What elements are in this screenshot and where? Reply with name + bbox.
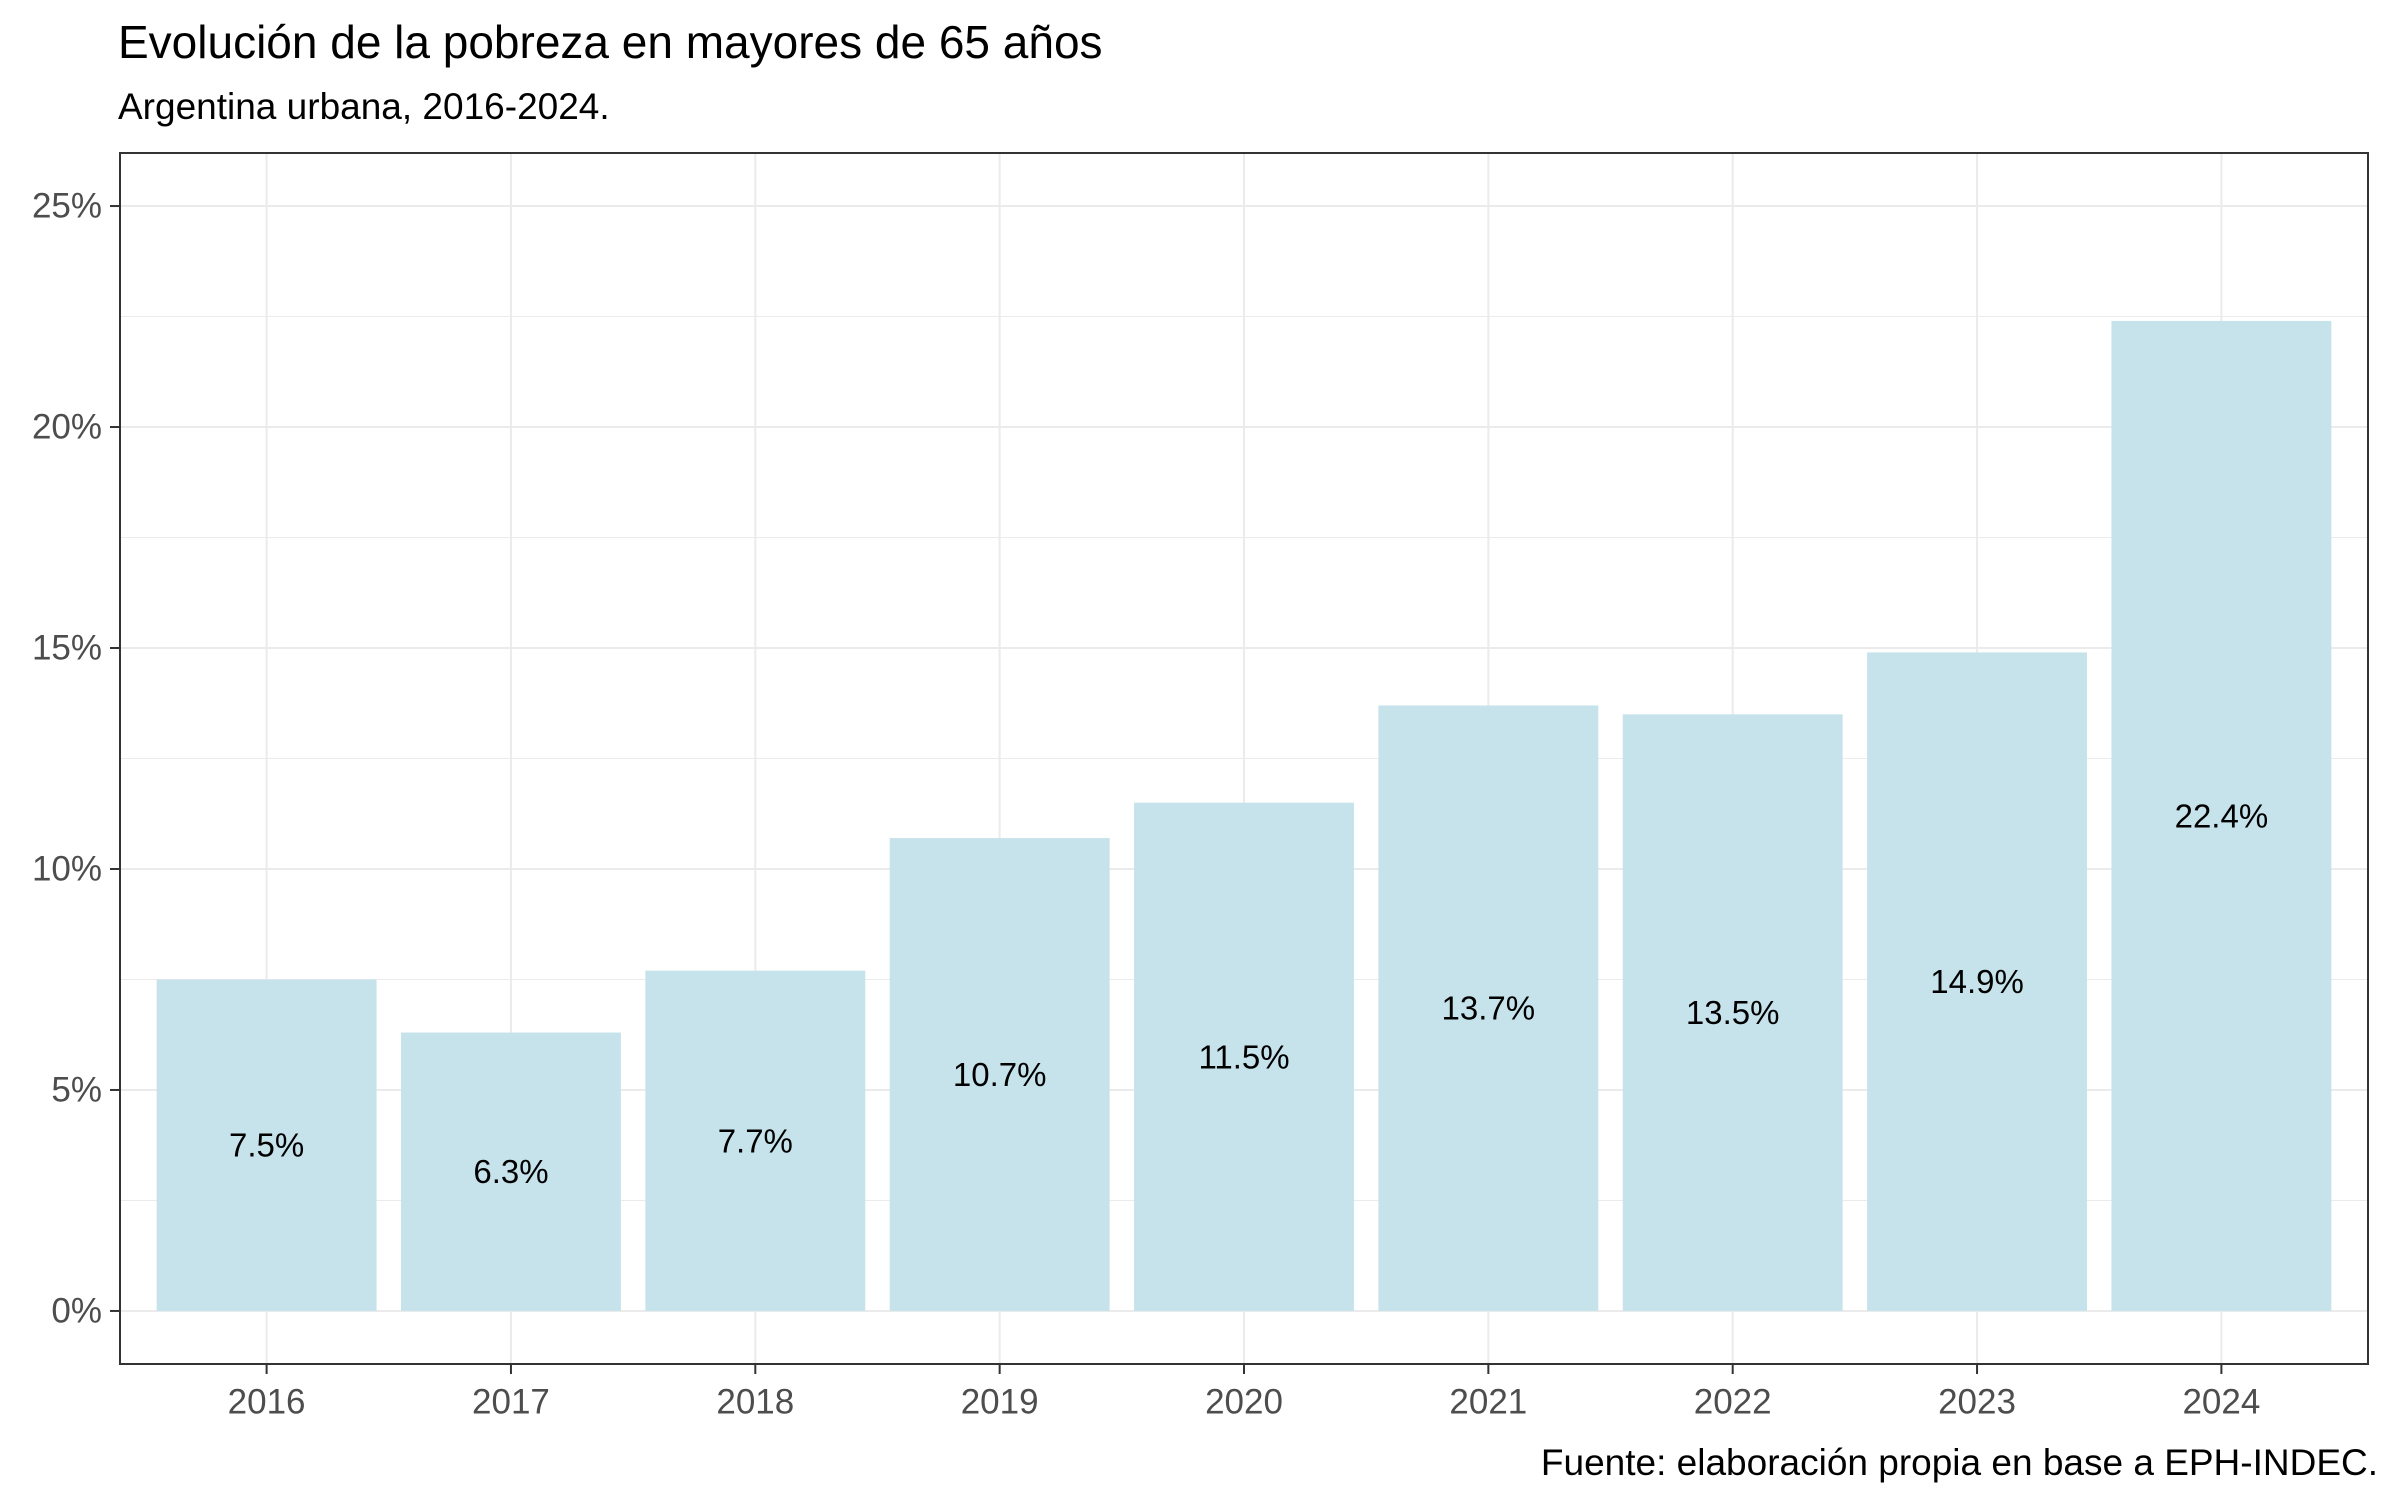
x-tick-label: 2023 [1938,1383,2016,1422]
x-tick-label: 2024 [2182,1383,2260,1422]
x-tick-label: 2020 [1205,1383,1283,1422]
y-tick-label: 15% [32,629,102,668]
data-labels: 7.5% 6.3% 7.7% 10.7% 11.5% 13.7% 13.5% 14.9% 22.… [229,797,2268,1190]
chart-caption: Fuente: elaboración propia en base a EPH… [1540,1442,2378,1483]
y-tick-label: 10% [32,849,102,888]
data-label-2021: 13.7% [1442,990,1536,1027]
data-label-2023: 14.9% [1930,963,2024,1000]
y-tick-label: 5% [51,1070,102,1109]
x-tick-label: 2017 [472,1383,550,1422]
bar-2016 [156,979,377,1311]
data-label-2017: 6.3% [473,1153,548,1190]
bars [156,320,2332,1311]
bar-2021 [1378,705,1599,1311]
data-label-2018: 7.7% [718,1122,793,1159]
y-tick-label: 20% [32,408,102,447]
y-tick-label: 25% [32,187,102,226]
x-tick-label: 2016 [228,1383,306,1422]
y-tick-label: 0% [51,1291,102,1330]
bar-2023 [1867,652,2087,1311]
bar-2017 [401,1032,621,1311]
data-label-2019: 10.7% [953,1056,1047,1093]
x-tick-label: 2019 [961,1383,1039,1422]
x-axis: 2016 2017 2018 2019 2020 2021 2022 2023 2024 [228,1364,2260,1422]
chart-subtitle: Argentina urbana, 2016-2024. [118,86,610,127]
chart-title: Evolución de la pobreza en mayores de 65… [118,16,1103,68]
y-axis: 0% 5% 10% 15% 20% 25% [32,187,120,1330]
bar-2018 [645,970,866,1311]
bar-2019 [889,838,1110,1311]
data-label-2024: 22.4% [2175,797,2269,834]
data-label-2022: 13.5% [1686,994,1780,1031]
x-tick-label: 2021 [1449,1383,1527,1422]
bar-2020 [1134,802,1354,1311]
bar-2024 [2111,320,2332,1311]
x-tick-label: 2022 [1694,1383,1772,1422]
x-tick-label: 2018 [716,1383,794,1422]
data-label-2020: 11.5% [1198,1038,1289,1075]
bar-2022 [1622,714,1843,1311]
data-label-2016: 7.5% [229,1127,304,1164]
